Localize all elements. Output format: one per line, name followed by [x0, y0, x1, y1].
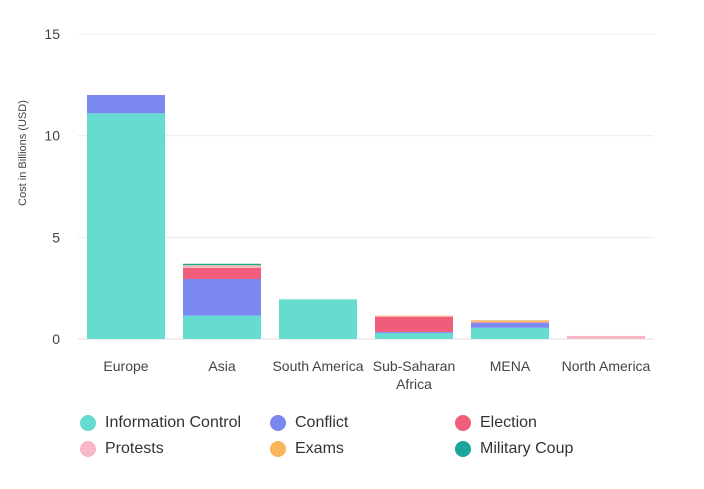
legend-swatch — [455, 415, 471, 431]
bar-segment — [183, 263, 261, 266]
bar-segment — [279, 299, 357, 339]
bar-segment — [183, 265, 261, 268]
bar-segment — [471, 322, 549, 328]
legend-label: Conflict — [295, 414, 349, 431]
x-category-label: North America — [562, 358, 651, 374]
stacked-bar-chart: 0 5 10 15 Europe Asia South America Sub-Sahara… — [17, 26, 654, 392]
x-category-label: Asia — [208, 358, 235, 374]
x-axis-categories: Europe Asia South America Sub-Saharan Africa… — [103, 358, 650, 392]
bar-stacks — [87, 95, 645, 339]
y-axis-label: Cost in Billions (USD) — [17, 100, 29, 206]
legend-swatch — [80, 415, 96, 431]
legend-label: Military Coup — [480, 440, 574, 457]
y-tick-label: 5 — [52, 229, 60, 245]
legend-item: Conflict — [270, 414, 348, 432]
legend-label: Exams — [295, 440, 344, 457]
legend-label: Protests — [105, 440, 164, 457]
x-category-label: South America — [272, 358, 363, 374]
legend-swatch — [270, 415, 286, 431]
bar-segment — [471, 322, 549, 323]
bar-segment — [375, 331, 453, 333]
bar-segment — [567, 335, 645, 339]
bar-segment — [87, 95, 165, 114]
bar-segment — [375, 316, 453, 317]
legend-label: Election — [480, 414, 537, 431]
bar-segment — [183, 267, 261, 280]
legend-item: Military Coup — [455, 440, 573, 458]
x-category-label: MENA — [490, 358, 531, 374]
bar-segment — [183, 279, 261, 316]
legend-swatch — [455, 441, 471, 457]
legend-item: Exams — [270, 440, 344, 458]
bar-segment — [375, 332, 453, 339]
bar-segment — [375, 316, 453, 332]
bar-segment — [471, 327, 549, 339]
legend-item: Election — [455, 414, 537, 432]
x-category-label: Europe — [103, 358, 148, 374]
legend-label: Information Control — [105, 414, 242, 431]
bar-segment — [471, 320, 549, 322]
y-tick-label: 0 — [52, 331, 60, 347]
grid-lines — [78, 33, 654, 340]
x-category-label: Sub-Saharan Africa — [373, 358, 456, 392]
legend-item: Protests — [80, 440, 164, 458]
bar-segment — [87, 113, 165, 339]
legend-swatch — [270, 441, 286, 457]
bar-segment — [183, 265, 261, 266]
bar-segment — [375, 315, 453, 317]
bar-segment — [183, 315, 261, 339]
y-axis-ticks: 0 5 10 15 — [44, 26, 60, 347]
y-tick-label: 15 — [44, 26, 60, 42]
legend-item: Information Control — [80, 414, 241, 432]
legend-swatch — [80, 441, 96, 457]
y-tick-label: 10 — [44, 128, 60, 144]
bar-segment — [471, 321, 549, 323]
